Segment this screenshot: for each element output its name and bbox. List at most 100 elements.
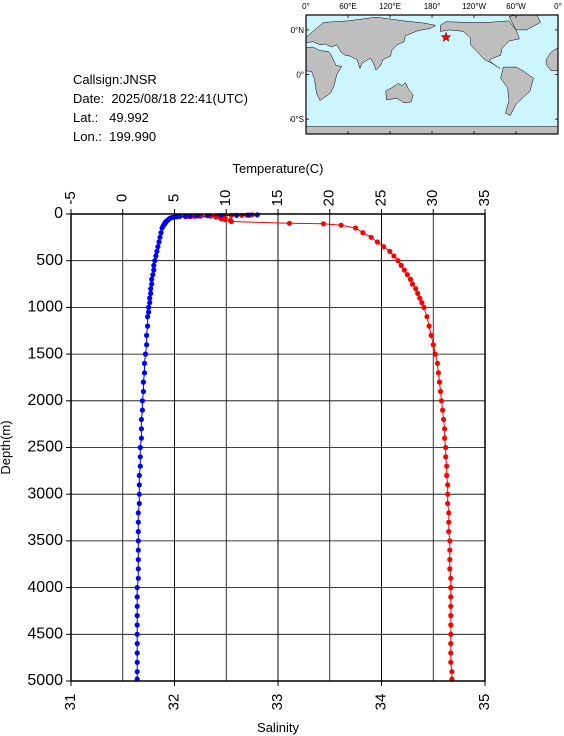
- chart-grid: [70, 213, 486, 682]
- temperature-point: [437, 388, 444, 395]
- temperature-point: [448, 650, 454, 656]
- salinity-point: [136, 500, 142, 507]
- depth-tick-label: 3500: [27, 532, 63, 549]
- salinity-point: [135, 538, 141, 544]
- callsign-label: Callsign:: [73, 72, 123, 87]
- date-value: 2025/08/18 22:41(UTC): [111, 91, 248, 106]
- depth-tick-label: 500: [36, 252, 63, 269]
- map-longitude-labels: 0° 60°E 120°E 180° 120°W 60°W 0°: [302, 2, 562, 11]
- temperature-tick-label: -5: [62, 191, 79, 204]
- salinity-tick-label: 31: [62, 694, 79, 711]
- depth-tick-label: 4000: [27, 579, 63, 596]
- map-longitude-label: 0°: [302, 2, 310, 11]
- salinity-point: [155, 244, 161, 250]
- date-label: Date:: [73, 91, 105, 106]
- temperature-point: [442, 426, 448, 432]
- salinity-point: [134, 669, 140, 675]
- callsign-row: Callsign:JNSR: [73, 70, 248, 89]
- lon-label: Lon.:: [73, 129, 102, 144]
- temperature-point: [445, 491, 451, 497]
- lat-label: Lat.:: [73, 110, 99, 125]
- temperature-point: [442, 435, 448, 441]
- temperature-tick-label: 20: [321, 190, 338, 207]
- temperature-tick-label: 0: [114, 194, 131, 202]
- depth-tick-label: 4500: [27, 626, 63, 643]
- temperature-point: [320, 221, 327, 227]
- salinity-point: [149, 276, 155, 282]
- salinity-tick-label: 33: [269, 694, 286, 711]
- salinity-point: [134, 594, 140, 600]
- temperature-tick-label: 30: [424, 190, 441, 207]
- temperature-point: [444, 463, 450, 469]
- map-longitude-label: 120°E: [379, 2, 401, 11]
- temperature-point: [440, 407, 446, 413]
- salinity-point: [151, 262, 157, 268]
- temperature-point: [444, 472, 450, 479]
- map-latitude-label: 0°: [296, 71, 304, 80]
- temperature-point: [448, 622, 454, 628]
- depth-tick-label: 3000: [27, 485, 63, 502]
- temperature-tick-label: 25: [372, 190, 389, 207]
- location-map: 0° 60°E 120°E 180° 120°W 60°W 0° 60°N 0° 60°S: [290, 2, 562, 135]
- temperature-point: [447, 566, 453, 572]
- depth-axis-title: Depth(m): [0, 420, 13, 474]
- map-latitude-label: 60°S: [290, 115, 304, 124]
- temperature-point: [426, 323, 432, 329]
- salinity-point: [152, 258, 158, 264]
- temperature-point: [447, 547, 453, 553]
- temperature-point: [407, 276, 414, 282]
- salinity-point: [139, 407, 145, 413]
- salinity-point: [157, 234, 163, 240]
- temperature-point: [391, 253, 397, 259]
- salinity-point: [134, 613, 140, 619]
- temperature-tick-label: 15: [269, 190, 286, 207]
- map-tick-marks: [305, 15, 559, 134]
- temperature-point: [447, 538, 453, 544]
- temperature-point: [387, 248, 393, 254]
- depth-tick-label: 5000: [27, 672, 63, 689]
- salinity-point: [137, 454, 143, 460]
- temperature-point: [449, 669, 455, 675]
- map-longitude-label: 0°: [554, 2, 562, 11]
- salinity-point: [134, 622, 140, 628]
- map-longitude-label: 180°: [424, 2, 441, 11]
- salinity-point: [135, 510, 141, 516]
- map-latitude-label: 60°N: [290, 26, 304, 35]
- salinity-point: [154, 248, 160, 254]
- star-icon: [440, 31, 452, 42]
- lat-row: Lat.: 49.992: [73, 108, 248, 127]
- salinity-point: [135, 547, 141, 553]
- temperature-point: [368, 234, 374, 240]
- salinity-point: [158, 230, 164, 236]
- salinity-point: [134, 641, 140, 647]
- salinity-profile-line: [136, 214, 258, 680]
- salinity-point: [147, 295, 153, 301]
- salinity-point: [136, 472, 142, 479]
- salinity-point: [148, 290, 154, 296]
- date-row: Date: 2025/08/18 22:41(UTC): [73, 89, 248, 108]
- salinity-point: [254, 212, 260, 218]
- salinity-point: [148, 286, 154, 292]
- salinity-point: [135, 529, 141, 535]
- depth-tick-label: 2000: [27, 392, 63, 409]
- australia-shape: [385, 82, 414, 104]
- temperature-point: [428, 332, 434, 338]
- temperature-point: [443, 454, 449, 460]
- callsign-value: JNSR: [122, 72, 157, 87]
- temperature-point: [448, 603, 454, 609]
- salinity-point: [149, 281, 155, 287]
- temperature-axis: -5 0 5 10 15 20 25 30 35: [62, 190, 493, 214]
- eurasia-shape: [305, 16, 437, 71]
- salinity-point: [137, 444, 143, 451]
- salinity-point: [134, 603, 140, 609]
- salinity-point: [135, 519, 141, 525]
- temperature-point: [448, 641, 454, 647]
- south-america-shape: [500, 66, 534, 116]
- temperature-point: [448, 585, 454, 591]
- map-land: [305, 14, 559, 135]
- salinity-axis-title: Salinity: [257, 720, 299, 735]
- cast-info: Callsign:JNSR Date: 2025/08/18 22:41(UTC…: [73, 70, 248, 146]
- temperature-point: [286, 220, 292, 226]
- salinity-point: [135, 575, 141, 581]
- temperature-point: [374, 239, 380, 245]
